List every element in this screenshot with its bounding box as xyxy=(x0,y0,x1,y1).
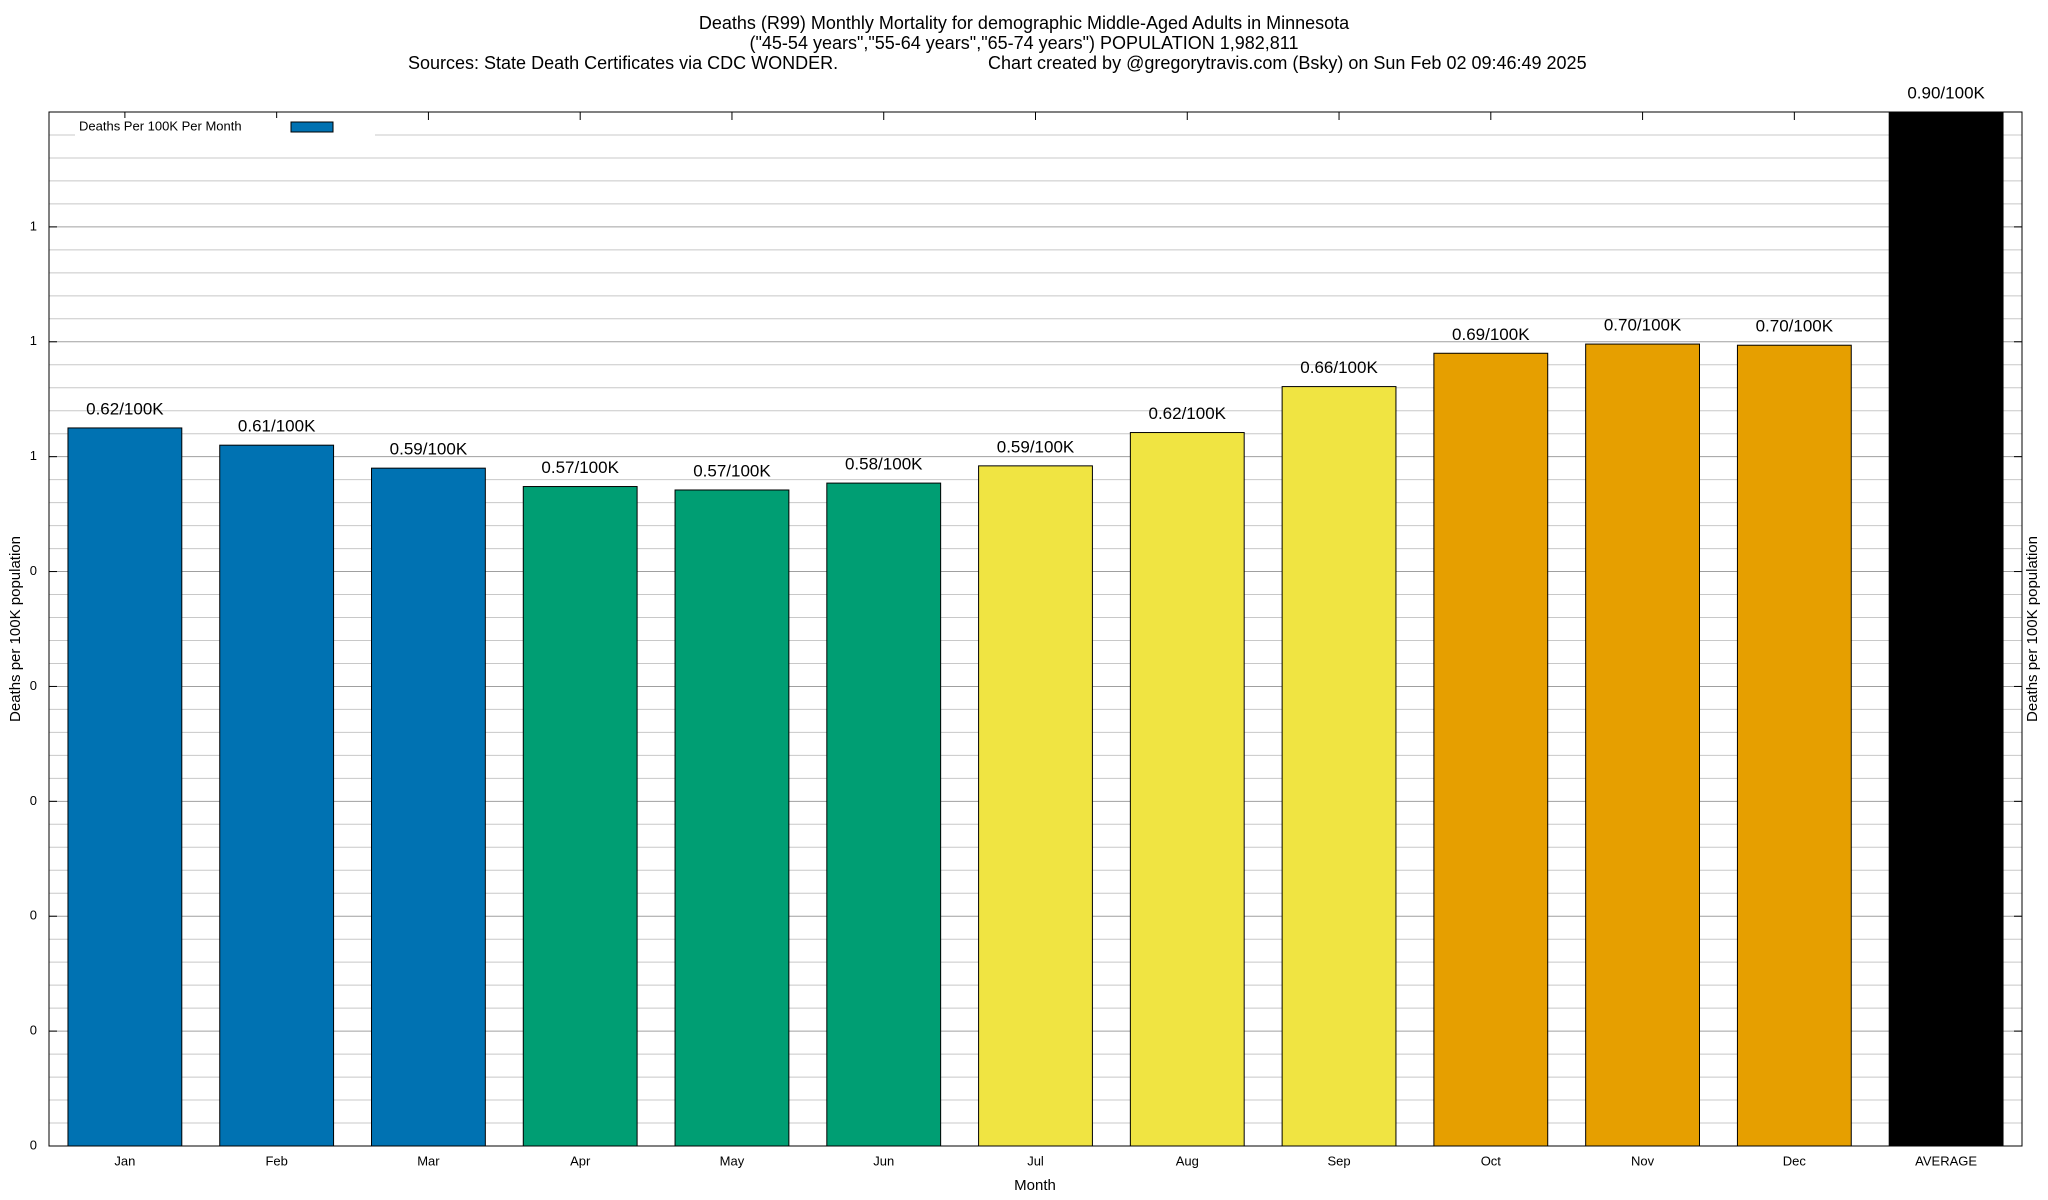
x-tick-label: Nov xyxy=(1631,1153,1655,1168)
bar xyxy=(371,467,486,1147)
y-tick-label: 1 xyxy=(30,218,37,233)
bar xyxy=(67,427,183,1147)
x-tick-label: AVERAGE xyxy=(1915,1153,1977,1168)
y-tick-label: 1 xyxy=(30,333,37,348)
y-tick-label: 0 xyxy=(30,1023,37,1038)
bar xyxy=(1281,386,1397,1147)
value-label: 0.57/100K xyxy=(541,458,619,477)
value-label: 0.70/100K xyxy=(1604,316,1682,335)
value-label: 0.66/100K xyxy=(1300,358,1378,377)
value-label: 0.90/100K xyxy=(1907,83,1985,102)
bar xyxy=(1433,352,1549,1147)
chart-title: Deaths (R99) Monthly Mortality for demog… xyxy=(699,13,1350,33)
legend-label: Deaths Per 100K Per Month xyxy=(79,118,242,133)
bar xyxy=(1736,344,1852,1147)
y-tick-label: 0 xyxy=(30,678,37,693)
x-tick-label: Feb xyxy=(265,1153,287,1168)
value-label: 0.61/100K xyxy=(238,417,316,436)
x-tick-label: Apr xyxy=(570,1153,591,1168)
chart-credit: Chart created by @gregorytravis.com (Bsk… xyxy=(988,53,1587,73)
bar xyxy=(674,489,790,1147)
chart-source: Sources: State Death Certificates via CD… xyxy=(408,53,838,73)
x-tick-label: Oct xyxy=(1481,1153,1502,1168)
bar xyxy=(978,465,1093,1147)
x-tick-label: Mar xyxy=(417,1153,440,1168)
value-label: 0.70/100K xyxy=(1756,317,1834,336)
y-tick-label: 0 xyxy=(30,793,37,808)
bar xyxy=(1888,111,2004,1147)
x-tick-label: Jul xyxy=(1027,1153,1044,1168)
y-axis-label: Deaths per 100K population xyxy=(7,536,24,722)
x-tick-label: Sep xyxy=(1327,1153,1350,1168)
x-axis-label: Month xyxy=(1014,1177,1056,1194)
value-label: 0.58/100K xyxy=(845,455,923,474)
x-tick-label: May xyxy=(720,1153,745,1168)
chart-subtitle: ("45-54 years","55-64 years","65-74 year… xyxy=(750,33,1299,53)
bar xyxy=(1129,432,1245,1147)
x-tick-label: Jan xyxy=(114,1153,135,1168)
bar xyxy=(1585,343,1700,1147)
y-tick-label: 0 xyxy=(30,908,37,923)
value-label: 0.62/100K xyxy=(86,399,164,418)
y-tick-label: 0 xyxy=(30,563,37,578)
legend-swatch xyxy=(290,121,334,133)
y-tick-label: 1 xyxy=(30,448,37,463)
bar xyxy=(522,486,638,1147)
y2-axis-label: Deaths per 100K population xyxy=(2024,536,2041,722)
bar xyxy=(219,444,335,1147)
x-tick-label: Aug xyxy=(1176,1153,1199,1168)
value-label: 0.57/100K xyxy=(693,461,771,480)
value-label: 0.62/100K xyxy=(1149,404,1227,423)
plot-frame xyxy=(48,111,2023,1147)
y-tick-label: 0 xyxy=(30,1137,37,1152)
value-label: 0.59/100K xyxy=(997,437,1075,456)
x-tick-label: Jun xyxy=(873,1153,894,1168)
value-label: 0.59/100K xyxy=(390,440,468,459)
x-tick-label: Dec xyxy=(1783,1153,1807,1168)
value-label: 0.69/100K xyxy=(1452,325,1530,344)
bar xyxy=(826,482,942,1147)
